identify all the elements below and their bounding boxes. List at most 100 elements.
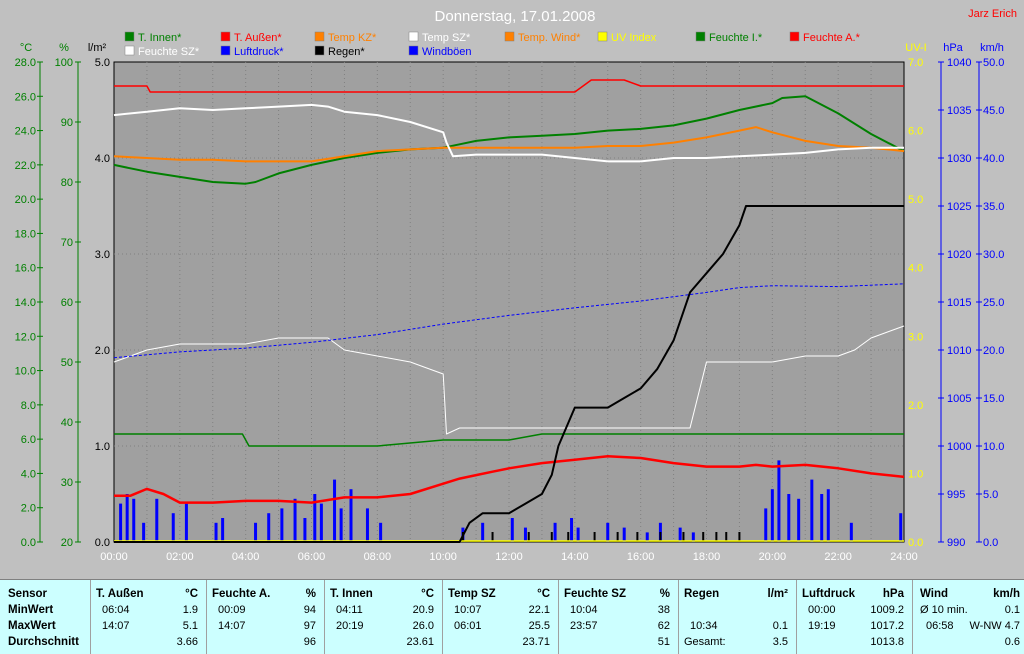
time-tick-label: 06:00 xyxy=(298,551,326,563)
temp-tick-label: 2.0 xyxy=(21,503,36,515)
h-sz-min: 38 xyxy=(657,604,670,616)
hum-tick-label: 70 xyxy=(61,237,73,249)
t-in-min: 20.9 xyxy=(412,604,434,616)
series-lines xyxy=(113,79,905,543)
time-tick-label: 12:00 xyxy=(495,551,523,563)
wind-tick-label: 0.0 xyxy=(983,537,998,549)
rain-max-time: 10:34 xyxy=(690,620,718,632)
press-tick-label: 1035 xyxy=(947,105,971,117)
legend-label: UV Index xyxy=(611,32,657,44)
rain-axis-unit: l/m² xyxy=(88,42,107,54)
h-out-min: 94 xyxy=(303,604,316,616)
temp-tick-label: 0.0 xyxy=(21,537,36,549)
legend-swatch xyxy=(314,45,325,56)
t-sz-max: 25.5 xyxy=(528,620,550,632)
temp-tick-label: 16.0 xyxy=(15,263,36,275)
temp-axis-unit: °C xyxy=(20,42,32,54)
press-tick-label: 1015 xyxy=(947,297,971,309)
legend-label: Feuchte SZ* xyxy=(138,46,200,58)
time-tick-label: 18:00 xyxy=(693,551,721,563)
t-out-max: 5.1 xyxy=(182,620,198,632)
rain-tick-label: 3.0 xyxy=(95,249,110,261)
press-tick-label: 1040 xyxy=(947,57,971,69)
stats-panel: Sensor MinWert MaxWert Durchschnitt T. A… xyxy=(0,579,1024,654)
series-line xyxy=(113,283,905,359)
hum-tick-label: 90 xyxy=(61,117,73,129)
series-line xyxy=(114,79,904,93)
series-line xyxy=(114,455,905,504)
time-tick-label: 02:00 xyxy=(166,551,194,563)
time-tick-label: 24:00 xyxy=(890,551,918,563)
wind-tick-label: 35.0 xyxy=(983,201,1004,213)
series-line xyxy=(114,433,904,447)
temp-tick-label: 26.0 xyxy=(15,91,36,103)
press-axis-unit: hPa xyxy=(943,42,963,54)
rain-tick-label: 5.0 xyxy=(95,57,110,69)
legend-label: T. Innen* xyxy=(138,32,182,44)
press-tick-label: 1000 xyxy=(947,441,971,453)
rain-tick-label: 0.0 xyxy=(95,537,110,549)
press-max: 1017.2 xyxy=(870,620,904,632)
wind-tick-label: 50.0 xyxy=(983,57,1004,69)
time-tick-label: 14:00 xyxy=(561,551,589,563)
h-sz-avg: 51 xyxy=(657,636,670,648)
legend-label: Feuchte I.* xyxy=(709,32,763,44)
temp-tick-label: 4.0 xyxy=(21,468,36,480)
press-tick-label: 1025 xyxy=(947,201,971,213)
t-out-unit: °C xyxy=(185,588,198,600)
legend-swatch xyxy=(314,31,325,42)
wind-r1-label: Ø 10 min. xyxy=(920,604,968,616)
legend-label: Luftdruck* xyxy=(234,46,284,58)
legend-label: Temp SZ* xyxy=(422,32,471,44)
rain-tick-label: 2.0 xyxy=(95,345,110,357)
wind-title: Wind xyxy=(920,588,948,600)
rain-title: Regen xyxy=(684,588,720,600)
temp-tick-label: 8.0 xyxy=(21,400,36,412)
rain-unit: l/m² xyxy=(767,588,788,600)
chart-title: Donnerstag, 17.01.2008 xyxy=(435,8,596,25)
press-tick-label: 995 xyxy=(947,489,965,501)
legend-label: Regen* xyxy=(328,46,365,58)
h-out-min-time: 00:09 xyxy=(218,604,246,616)
legend-label: Feuchte A.* xyxy=(803,32,861,44)
hum-tick-label: 100 xyxy=(55,57,73,69)
legend-label: Windböen xyxy=(422,46,472,58)
uv-tick-label: 5.0 xyxy=(908,194,923,206)
h-sz-unit: % xyxy=(659,588,670,600)
hum-tick-label: 20 xyxy=(61,537,73,549)
legend: T. Innen* T. Außen* Temp KZ* Temp SZ* Temp. … xyxy=(124,31,861,58)
press-tick-label: 1010 xyxy=(947,345,971,357)
axis-ticks: 28.0 26.0 24.0 22.0 20.0 18.0 16.0 14.0 12.0 10.0… xyxy=(15,57,1005,563)
series-line xyxy=(113,126,905,163)
hum-tick-label: 30 xyxy=(61,477,73,489)
legend-swatch xyxy=(597,31,608,42)
press-tick-label: 1020 xyxy=(947,249,971,261)
sensor-header: Sensor xyxy=(8,588,47,600)
t-out-min: 1.9 xyxy=(182,604,198,616)
hum-tick-label: 80 xyxy=(61,177,73,189)
temp-tick-label: 28.0 xyxy=(15,57,36,69)
wind-tick-label: 45.0 xyxy=(983,105,1004,117)
h-out-max-time: 14:07 xyxy=(218,620,246,632)
stats-t-sz: Temp SZ °C 10:07 22.1 06:01 25.5 23.71 xyxy=(442,580,559,654)
grid xyxy=(114,62,904,542)
wind-axis-unit: km/h xyxy=(980,42,1004,54)
press-tick-label: 1030 xyxy=(947,153,971,165)
max-label: MaxWert xyxy=(8,620,56,632)
legend-swatch xyxy=(504,31,515,42)
temp-tick-label: 22.0 xyxy=(15,160,36,172)
wind-r3-val: 0.6 xyxy=(1004,636,1020,648)
h-out-title: Feuchte A. xyxy=(212,588,271,600)
uv-tick-label: 7.0 xyxy=(908,57,923,69)
t-in-max-time: 20:19 xyxy=(336,620,364,632)
t-out-title: T. Außen xyxy=(96,588,144,600)
temp-tick-label: 20.0 xyxy=(15,194,36,206)
time-tick-label: 22:00 xyxy=(824,551,852,563)
t-out-min-time: 06:04 xyxy=(102,604,130,616)
series-line xyxy=(113,325,905,435)
t-sz-min-time: 10:07 xyxy=(454,604,482,616)
t-out-avg: 3.66 xyxy=(176,636,198,648)
press-min: 1009.2 xyxy=(870,604,904,616)
weather-chart: Donnerstag, 17.01.2008 Jarz Erich T. Inn… xyxy=(15,8,1017,563)
h-sz-max-time: 23:57 xyxy=(570,620,598,632)
